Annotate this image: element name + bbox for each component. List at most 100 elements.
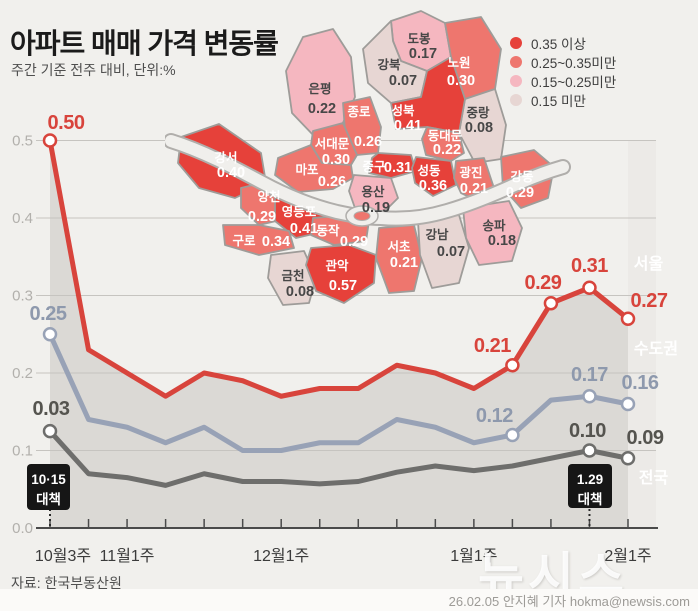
source-text: 자료: 한국부동산원 [11, 575, 122, 591]
legend-label: 0.25~0.35미만 [531, 55, 617, 71]
annotation-line: 10·15 [31, 472, 66, 487]
x-axis-label: 11월1주 [99, 548, 155, 565]
data-point-marker [620, 451, 636, 466]
point-value-label-seoul: 0.21 [473, 335, 511, 358]
legend-label: 0.15 미만 [531, 93, 586, 109]
chart-element: 0.0 [12, 520, 33, 537]
point-value-label-seoul: 0.29 [524, 272, 562, 295]
legend-label: 0.35 이상 [531, 36, 586, 52]
page-subtitle: 주간 기준 전주 대비, 단위:% [11, 62, 176, 78]
district-label: 강동 [510, 169, 534, 184]
district-label: 0.26 [354, 134, 382, 150]
district-label: 0.07 [437, 244, 465, 260]
district-label: 0.26 [318, 174, 346, 190]
page-title: 아파트 매매 가격 변동률 [10, 28, 279, 59]
district-label: 0.41 [394, 118, 422, 134]
data-point-marker [543, 296, 559, 311]
district-label: 광진 [459, 165, 482, 180]
district-label: 0.29 [506, 185, 534, 201]
district-label: 영등포 [282, 204, 317, 219]
data-point-marker [620, 311, 636, 326]
map-legend: 0.35 이상 0.25~0.35미만 0.15~0.25미만 0.15 미만 [510, 33, 688, 109]
point-value-label-seoul: 0.27 [630, 289, 668, 312]
point-value-label-national: 0.10 [568, 419, 606, 442]
district-label: 강북 [377, 57, 401, 72]
point-value-label-metro: 0.16 [621, 372, 659, 394]
district-label: 0.22 [308, 101, 336, 117]
district-label: 용산 [361, 184, 385, 199]
district-label: 0.40 [217, 165, 245, 181]
district-label: 강남 [425, 227, 449, 242]
data-point-marker [505, 427, 520, 443]
district-shape [267, 250, 317, 306]
district-label: 종로 [347, 105, 371, 119]
annotation-policy-129: 1.29 대책 [568, 464, 612, 508]
annotation-line: 대책 [36, 491, 61, 507]
annotation-policy-1015: 10·15 대책 [27, 464, 70, 510]
district-label: 동작 [316, 223, 340, 238]
chart-element: 0.4 [12, 210, 33, 227]
legend-row: 0.35 이상 [510, 33, 688, 52]
district-label: 구로 [232, 234, 256, 248]
legend-dot-icon [510, 55, 522, 68]
legend-dot-icon [510, 74, 522, 87]
series-tag-national: 전국 [638, 470, 669, 487]
credit-text: 26.02.05 안지혜 기자 hokma@newsis.com [448, 594, 690, 609]
district-label: 마포 [295, 162, 319, 177]
data-point-marker [582, 280, 597, 295]
series-line [47, 331, 631, 453]
district-label: 0.41 [290, 221, 318, 237]
district-label: 중랑 [466, 105, 490, 120]
series-line [47, 428, 631, 488]
district-label: 관악 [325, 258, 349, 273]
legend-label: 0.15~0.25미만 [531, 74, 617, 90]
series-line [47, 138, 631, 399]
district-label: 0.08 [286, 284, 314, 300]
district-shape [165, 135, 569, 225]
district-label: 금천 [281, 268, 304, 283]
annotation-line: 1.29 [576, 472, 604, 487]
district-label: 0.36 [419, 178, 447, 194]
district-label: 0.57 [329, 278, 357, 294]
district-label: 0.18 [488, 233, 516, 249]
district-label: 0.30 [447, 73, 475, 89]
point-value-label-metro: 0.17 [570, 364, 608, 387]
district-label: 0.07 [389, 73, 417, 89]
data-point-marker [42, 423, 58, 439]
district-label: 송파 [482, 218, 506, 233]
district-label: 0.19 [362, 200, 390, 216]
legend-dot-icon [510, 93, 522, 106]
district-label: 0.30 [322, 152, 350, 168]
district-label: 0.34 [262, 234, 290, 250]
district-shape [353, 211, 371, 221]
district-label: 0.08 [465, 120, 493, 136]
chart-element: 0.2 [12, 365, 33, 382]
point-value-label-metro: 0.25 [29, 303, 67, 326]
district-label: 강서 [214, 150, 237, 165]
district-label: 0.29 [248, 209, 276, 225]
chart-element: 0.1 [12, 443, 33, 460]
district-label: 도봉 [407, 32, 431, 46]
annotation-line: 대책 [577, 491, 603, 507]
seoul-district-map: 은평0.22도봉0.17강북0.07노원0.30중랑0.08성북0.41종로0.… [165, 10, 571, 306]
series-tag-metro: 수도권 [633, 341, 679, 358]
district-label: 동대문 [428, 129, 463, 143]
district-shape [390, 56, 466, 134]
district-shape [222, 224, 295, 256]
district-label: 성동 [417, 164, 441, 178]
district-label: 서대문 [315, 136, 350, 151]
legend-row: 0.15~0.25미만 [510, 71, 688, 90]
district-label: 은평 [308, 81, 331, 96]
district-label: 양천 [257, 189, 280, 204]
district-shape [305, 244, 377, 304]
district-label: 서초 [387, 239, 411, 254]
legend-dot-icon [510, 36, 522, 49]
series-tag-seoul: 서울 [633, 256, 664, 273]
district-label: 0.21 [390, 255, 418, 271]
district-label: 중구 [362, 160, 386, 174]
x-axis-label: 12월1주 [253, 548, 310, 565]
bottom-strip [0, 589, 698, 611]
point-value-label-seoul: 0.50 [47, 111, 85, 134]
